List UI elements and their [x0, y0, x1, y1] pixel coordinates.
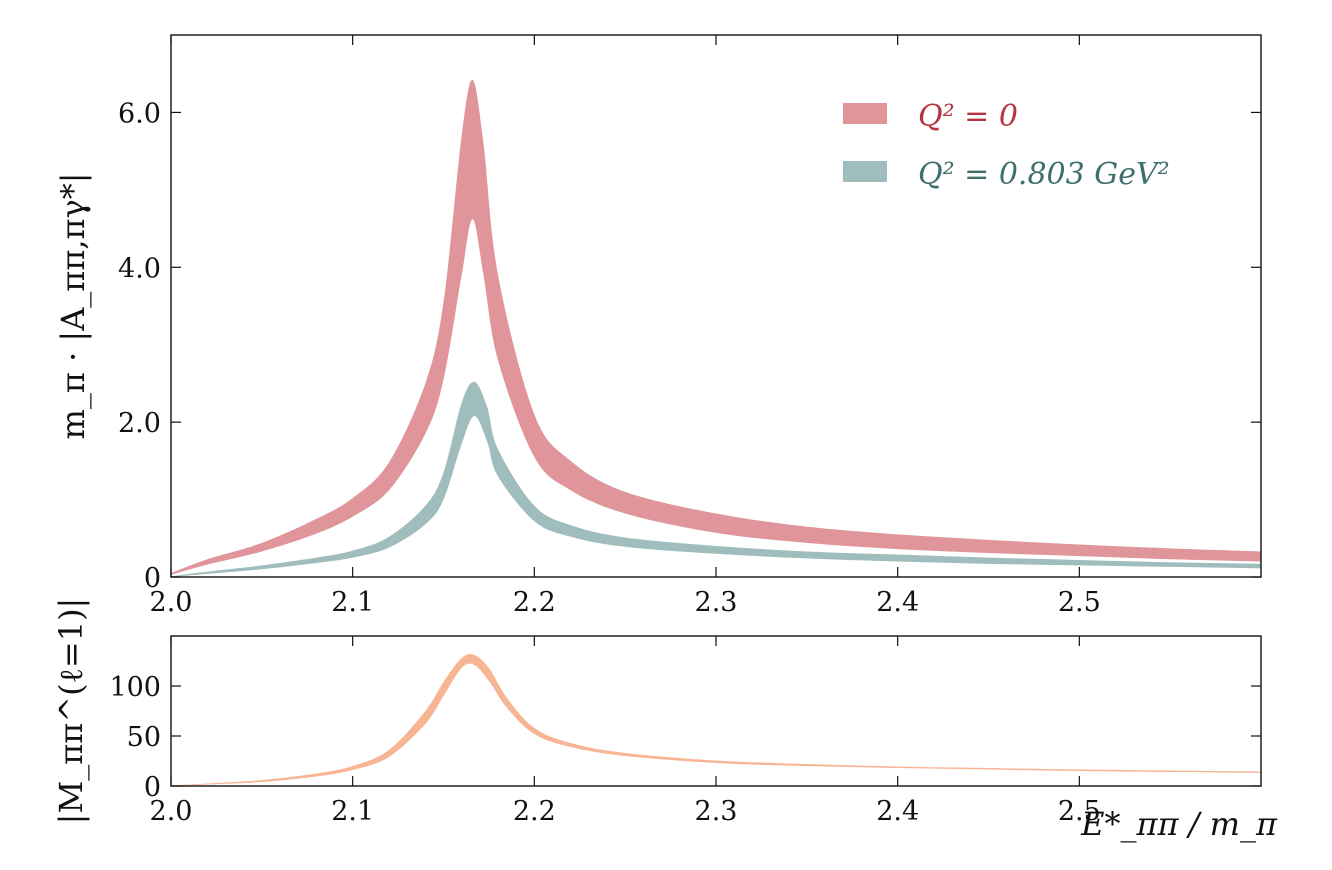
legend-swatch-q2-0803 — [843, 161, 887, 182]
bottom-x-tick-label: 2.1 — [331, 796, 374, 827]
top-plot-frame — [170, 34, 1262, 578]
top-y-tick-label: 6.0 — [118, 98, 161, 129]
legend-label-q2-zero: Q² = 0 — [918, 99, 1018, 134]
top-y-axis-label: m_π · |A_ππ,πγ*| — [54, 173, 92, 440]
top-x-tick-label: 2.2 — [513, 587, 556, 618]
top-x-tick-label: 2.4 — [876, 587, 919, 618]
top-y-tick-label: 2.0 — [118, 408, 161, 439]
top-chart-panel: 2.0 2.1 2.2 2.3 2.4 2.502.04.06.0 Q² = 0 Q² =… — [54, 34, 1262, 618]
bottom-x-tick-label: 2.3 — [695, 796, 738, 827]
bottom-y-tick-label: 50 — [127, 722, 161, 753]
bottom-y-tick-label: 0 — [144, 772, 161, 803]
bottom-chart-panel: 2.0 2.1 2.2 2.3 2.4 2.5 0 50 100 |M_ππ^(ℓ=1)| E*… — [52, 598, 1278, 843]
top-x-tick-label: 2.3 — [695, 587, 738, 618]
top-x-tick-label: 2.0 — [150, 587, 193, 618]
bottom-plot-frame — [170, 635, 1262, 787]
bottom-x-axis-label: E*_ππ / m_π — [1080, 805, 1278, 843]
bottom-band-series-0 — [171, 654, 1261, 786]
legend: Q² = 0 Q² = 0.803 GeV² — [843, 99, 1170, 192]
top-y-tick-label: 4.0 — [118, 253, 161, 284]
top-x-tick-label: 2.5 — [1058, 587, 1101, 618]
top-x-tick-label: 2.1 — [331, 587, 374, 618]
bottom-y-tick-label: 100 — [109, 672, 161, 703]
bottom-x-tick-label: 2.4 — [876, 796, 919, 827]
bottom-x-tick-label: 2.5 — [1058, 796, 1101, 827]
top-y-tick-label: 0 — [144, 563, 161, 594]
top-band-series-0 — [171, 79, 1261, 575]
legend-swatch-q2-zero — [843, 103, 887, 124]
bottom-y-axis-label: |M_ππ^(ℓ=1)| — [52, 598, 90, 825]
legend-label-q2-0803: Q² = 0.803 GeV² — [918, 157, 1170, 192]
bottom-x-tick-label: 2.2 — [513, 796, 556, 827]
bottom-x-tick-label: 2.0 — [150, 796, 193, 827]
